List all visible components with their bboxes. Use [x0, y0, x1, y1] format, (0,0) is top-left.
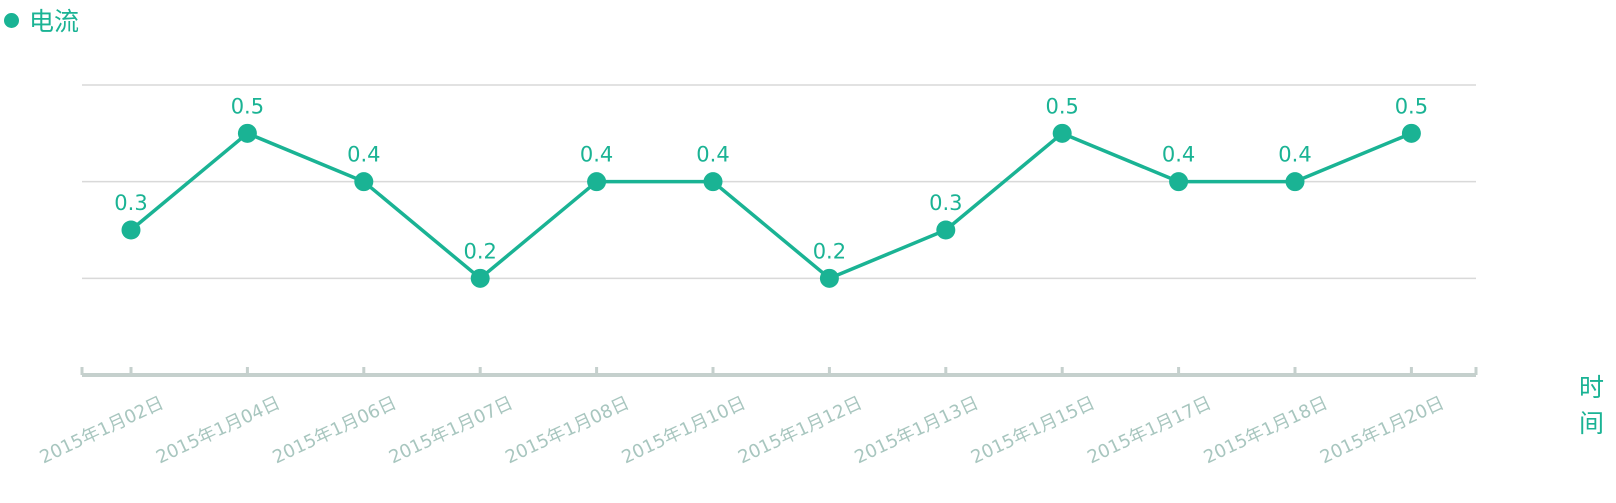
data-point[interactable] [121, 220, 141, 240]
x-tick-label: 2015年1月04日 [153, 392, 283, 468]
data-label: 0.4 [347, 143, 380, 167]
legend-marker-icon [4, 12, 19, 28]
x-tick-label: 2015年1月07日 [386, 392, 516, 468]
series-line-path [129, 131, 1413, 281]
data-label: 0.2 [813, 239, 846, 263]
data-point[interactable] [819, 268, 839, 288]
legend[interactable]: 电流 [4, 2, 79, 38]
x-tick-label: 2015年1月10日 [619, 392, 749, 468]
data-point[interactable] [936, 220, 956, 240]
x-tick-label: 2015年1月20日 [1317, 392, 1447, 468]
series-line [129, 131, 1413, 281]
data-label: 0.4 [580, 143, 613, 167]
data-label: 0.3 [929, 191, 962, 215]
x-tick-label: 2015年1月13日 [851, 392, 981, 468]
data-points [121, 123, 1421, 288]
x-tick-label: 2015年1月18日 [1201, 392, 1331, 468]
x-tick-label: 2015年1月06日 [269, 392, 399, 468]
data-label: 0.2 [463, 239, 496, 263]
data-label: 0.4 [696, 143, 729, 167]
x-tick-labels: 2015年1月02日2015年1月04日2015年1月06日2015年1月07日… [37, 392, 1448, 468]
data-point[interactable] [470, 268, 490, 288]
data-point[interactable] [354, 172, 374, 192]
data-point[interactable] [237, 123, 257, 143]
x-axis-name: 时间 [1579, 373, 1605, 438]
data-label: 0.5 [231, 94, 264, 118]
data-label: 0.5 [1045, 94, 1078, 118]
data-point[interactable] [703, 172, 723, 192]
data-labels: 0.3 0.5 0.4 0.2 0.4 0.4 0.2 0.3 0.5 0.4 0.4 0.5 [114, 94, 1428, 263]
data-point[interactable] [1401, 123, 1421, 143]
data-label: 0.4 [1278, 143, 1311, 167]
x-tick-label: 2015年1月02日 [37, 392, 167, 468]
data-point[interactable] [1052, 123, 1072, 143]
x-axis [80, 367, 1478, 377]
data-point[interactable] [587, 172, 607, 192]
data-point[interactable] [1285, 172, 1305, 192]
data-label: 0.5 [1395, 94, 1428, 118]
data-label: 0.3 [114, 191, 147, 215]
data-label: 0.4 [1162, 143, 1195, 167]
x-tick-label: 2015年1月15日 [968, 392, 1098, 468]
x-tick-label: 2015年1月17日 [1084, 392, 1214, 468]
x-tick-label: 2015年1月12日 [735, 392, 865, 468]
data-point[interactable] [1169, 172, 1189, 192]
legend-label: 电流 [29, 7, 80, 36]
x-tick-label: 2015年1月08日 [502, 392, 632, 468]
